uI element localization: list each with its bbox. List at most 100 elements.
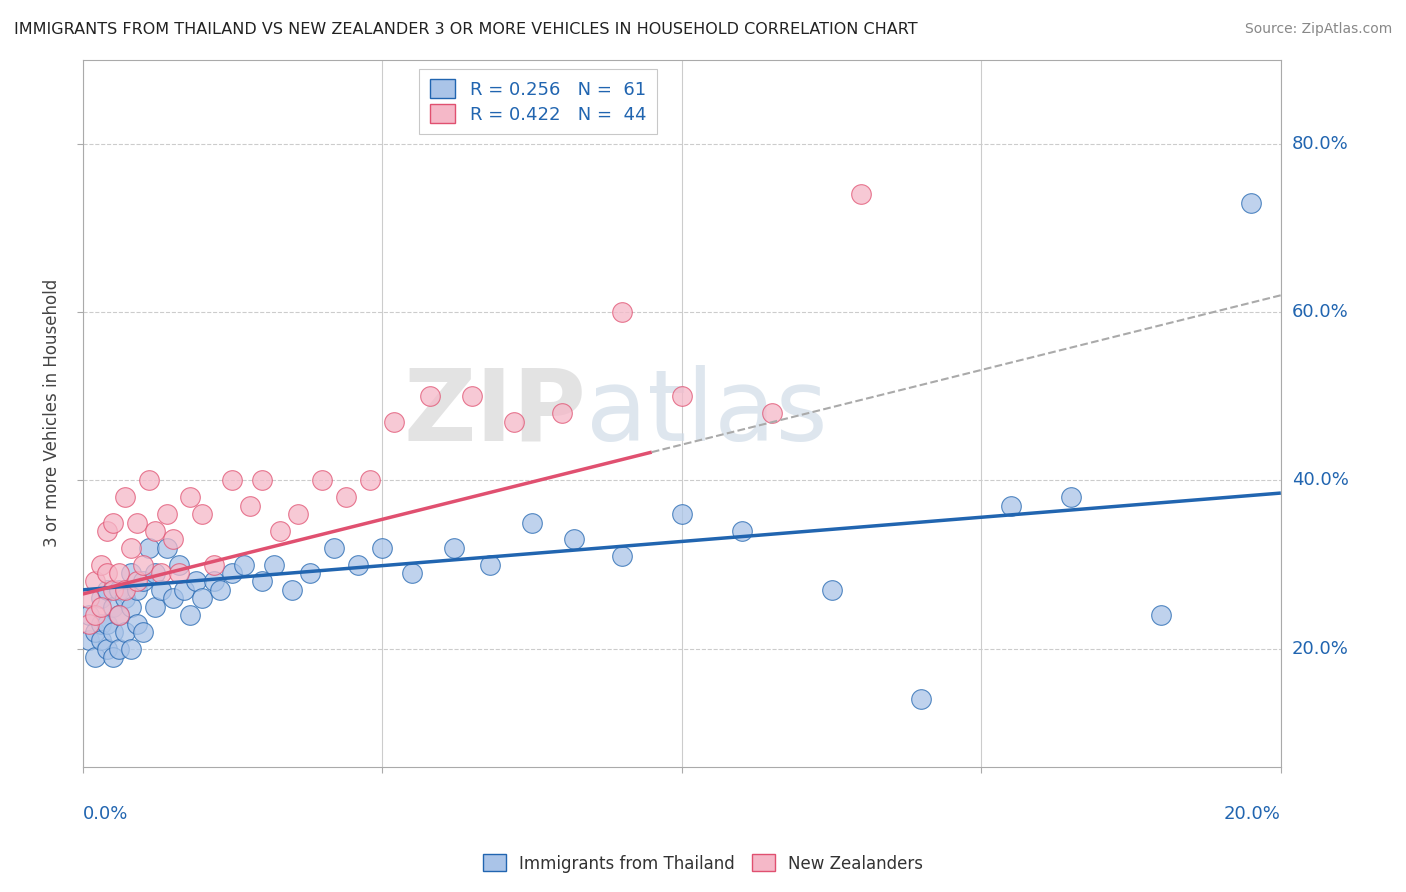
Y-axis label: 3 or more Vehicles in Household: 3 or more Vehicles in Household [44,279,60,547]
Point [83,624,105,639]
Legend: Immigrants from Thailand, New Zealanders: Immigrants from Thailand, New Zealanders [477,847,929,880]
Text: 80.0%: 80.0% [1292,135,1348,153]
Point [204,558,226,572]
Text: atlas: atlas [586,365,828,461]
Point [131,624,153,639]
Point [335,490,357,504]
Point [83,650,105,665]
Point [101,582,124,597]
Point [730,524,752,538]
Point [191,591,214,606]
Point [311,474,333,488]
Point [120,541,142,555]
Point [107,608,129,623]
Point [83,608,105,623]
Point [551,406,574,420]
Point [131,558,153,572]
Point [120,566,142,580]
Point [125,574,148,589]
Point [443,541,465,555]
Point [107,608,129,623]
Point [77,633,100,648]
Point [83,574,105,589]
Point [503,415,526,429]
Text: Source: ZipAtlas.com: Source: ZipAtlas.com [1244,22,1392,37]
Point [77,608,100,623]
Point [138,474,160,488]
Point [143,599,166,614]
Point [120,641,142,656]
Point [671,389,693,403]
Point [1060,490,1083,504]
Point [851,187,873,202]
Point [671,507,693,521]
Point [107,566,129,580]
Point [252,574,274,589]
Point [520,516,543,530]
Point [90,616,112,631]
Point [186,574,208,589]
Point [347,558,370,572]
Point [77,591,100,606]
Point [371,541,394,555]
Point [167,558,190,572]
Point [96,582,118,597]
Point [419,389,441,403]
Point [96,616,118,631]
Point [191,507,214,521]
Point [114,490,136,504]
Point [281,582,304,597]
Point [96,641,118,656]
Point [90,591,112,606]
Point [299,566,322,580]
Point [252,474,274,488]
Point [167,566,190,580]
Point [209,582,232,597]
Legend: R = 0.256   N =  61, R = 0.422   N =  44: R = 0.256 N = 61, R = 0.422 N = 44 [419,69,657,135]
Point [114,582,136,597]
Point [96,524,118,538]
Point [101,599,124,614]
Point [114,624,136,639]
Point [101,650,124,665]
Text: 20.0%: 20.0% [1225,805,1281,823]
Point [233,558,256,572]
Point [143,524,166,538]
Point [479,558,502,572]
Text: 60.0%: 60.0% [1292,303,1348,321]
Point [263,558,285,572]
Point [1000,499,1022,513]
Point [125,516,148,530]
Point [90,599,112,614]
Point [179,490,201,504]
Point [143,566,166,580]
Point [96,566,118,580]
Point [287,507,309,521]
Point [359,474,381,488]
Text: 40.0%: 40.0% [1292,472,1348,490]
Point [90,558,112,572]
Point [155,507,177,521]
Point [461,389,484,403]
Point [610,549,633,564]
Point [1240,195,1263,210]
Point [131,574,153,589]
Point [101,624,124,639]
Point [125,616,148,631]
Point [204,574,226,589]
Point [173,582,195,597]
Text: IMMIGRANTS FROM THAILAND VS NEW ZEALANDER 3 OR MORE VEHICLES IN HOUSEHOLD CORREL: IMMIGRANTS FROM THAILAND VS NEW ZEALANDE… [14,22,918,37]
Text: ZIP: ZIP [404,365,586,461]
Point [90,633,112,648]
Point [107,641,129,656]
Text: 20.0%: 20.0% [1292,640,1348,657]
Point [149,582,172,597]
Point [162,591,184,606]
Point [221,474,243,488]
Point [162,533,184,547]
Point [179,608,201,623]
Text: 0.0%: 0.0% [83,805,128,823]
Point [820,582,842,597]
Point [125,582,148,597]
Point [761,406,783,420]
